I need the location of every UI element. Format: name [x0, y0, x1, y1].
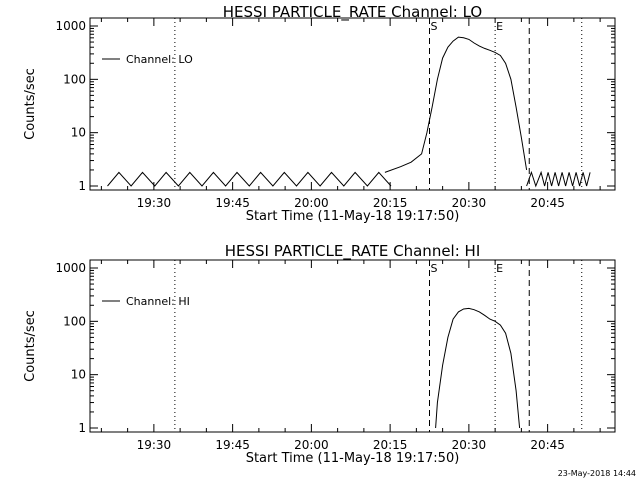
marker-label: S — [431, 262, 438, 275]
y-tick-label: 10 — [71, 368, 86, 382]
series-line — [435, 307, 521, 429]
noise-line-pre — [107, 171, 392, 187]
x-tick-label: 20:30 — [452, 196, 487, 210]
y-tick-label: 1000 — [55, 261, 86, 275]
x-tick-label: 19:30 — [137, 196, 172, 210]
y-tick-label: 1000 — [55, 19, 86, 33]
chart-title: HESSI PARTICLE_RATE Channel: LO — [223, 3, 482, 22]
x-tick-label: 20:45 — [530, 438, 565, 452]
x-tick-label: 20:00 — [294, 196, 329, 210]
plot-frame — [89, 259, 616, 433]
marker-label: S — [431, 20, 438, 33]
x-tick-label: 20:30 — [452, 438, 487, 452]
y-axis-label: Counts/sec — [23, 68, 38, 140]
series-line — [384, 36, 528, 173]
marker-label: E — [496, 262, 503, 275]
y-tick-label: 10 — [71, 126, 86, 140]
y-tick-label: 1 — [78, 179, 86, 193]
legend-label: Channel: HI — [126, 295, 190, 308]
x-tick-label: 19:45 — [215, 438, 250, 452]
legend-label: Channel: LO — [126, 53, 193, 66]
y-tick-label: 1 — [78, 421, 86, 435]
y-axis-label: Counts/sec — [23, 310, 38, 382]
x-tick-label: 19:45 — [215, 196, 250, 210]
marker-label: E — [496, 20, 503, 33]
panel-hi: HESSI PARTICLE_RATE Channel: HI 1 10 100 100… — [23, 242, 616, 466]
x-axis-label: Start Time (11-May-18 19:17:50) — [246, 209, 460, 224]
x-axis-label: Start Time (11-May-18 19:17:50) — [246, 451, 460, 466]
x-tick-label: 20:00 — [294, 438, 329, 452]
x-tick-label: 19:30 — [137, 438, 172, 452]
x-tick-label: 20:15 — [373, 196, 408, 210]
date-stamp: 23-May-2018 14:44 — [558, 469, 636, 478]
y-tick-label: 100 — [63, 72, 86, 86]
y-tick-label: 100 — [63, 314, 86, 328]
x-tick-label: 20:45 — [530, 196, 565, 210]
chart-title: HESSI PARTICLE_RATE Channel: HI — [225, 242, 481, 261]
x-tick-label: 20:15 — [373, 438, 408, 452]
panel-lo: HESSI PARTICLE_RATE Channel: LO 1 10 100 100… — [23, 3, 616, 224]
plot-frame — [89, 17, 616, 191]
noise-line-post — [526, 170, 591, 188]
